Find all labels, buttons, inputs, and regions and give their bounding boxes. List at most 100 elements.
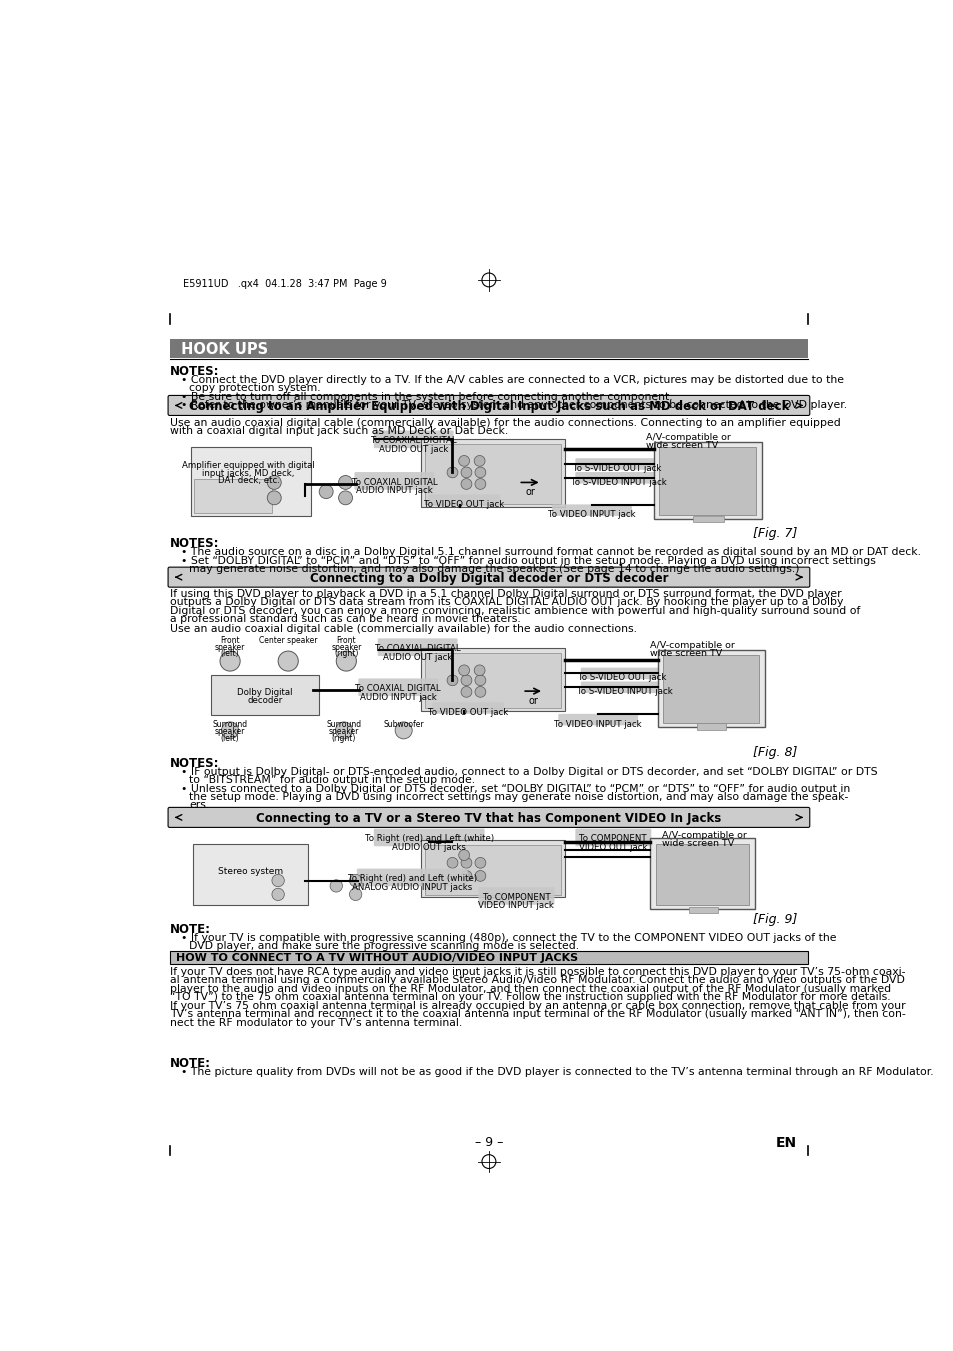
Text: speaker: speaker	[329, 727, 359, 736]
FancyBboxPatch shape	[428, 494, 499, 505]
Text: If your TV’s 75 ohm coaxial antenna terminal is already occupied by an antenna o: If your TV’s 75 ohm coaxial antenna term…	[170, 1001, 904, 1011]
Text: • Be sure to turn off all components in the system before connecting another com: • Be sure to turn off all components in …	[181, 392, 672, 401]
Text: A/V-compatible or: A/V-compatible or	[645, 434, 730, 442]
FancyBboxPatch shape	[356, 869, 467, 886]
FancyBboxPatch shape	[374, 431, 454, 449]
Bar	[654, 442, 761, 519]
Text: Use an audio coaxial digital cable (commercially available) for the audio connec: Use an audio coaxial digital cable (comm…	[170, 624, 636, 634]
Text: • Refer to the owner’s manuals for your TV, stereo system and any other componen: • Refer to the owner’s manuals for your …	[181, 400, 846, 411]
Bar	[425, 444, 560, 504]
Circle shape	[475, 686, 485, 697]
Bar	[194, 478, 272, 513]
Text: Front: Front	[336, 636, 355, 646]
Text: “TO TV”) to the 75 ohm coaxial antenna terminal on your TV. Follow the instructi: “TO TV”) to the 75 ohm coaxial antenna t…	[170, 992, 889, 1002]
Text: To S-VIDEO OUT jack: To S-VIDEO OUT jack	[578, 673, 666, 682]
Text: NOTE:: NOTE:	[170, 923, 211, 936]
Bar	[658, 650, 764, 727]
Text: Use an audio coaxial digital cable (commercially available) for the audio connec: Use an audio coaxial digital cable (comm…	[170, 417, 840, 428]
Text: NOTE:: NOTE:	[170, 1056, 211, 1070]
FancyBboxPatch shape	[558, 713, 638, 725]
Text: Center speaker: Center speaker	[258, 636, 317, 646]
Circle shape	[330, 880, 342, 892]
Text: wide screen TV: wide screen TV	[645, 440, 718, 450]
Bar	[170, 339, 807, 358]
Text: player to the audio and video inputs on the RF Modulator, and then connect the c: player to the audio and video inputs on …	[170, 984, 890, 994]
Text: • Connect the DVD player directly to a TV. If the A/V cables are connected to a : • Connect the DVD player directly to a T…	[181, 374, 843, 385]
Text: To COAXIAL DIGITAL: To COAXIAL DIGITAL	[355, 684, 440, 693]
Text: [Fig. 8]: [Fig. 8]	[752, 746, 797, 759]
Circle shape	[475, 478, 485, 489]
FancyBboxPatch shape	[575, 828, 651, 846]
Text: Subwoofer: Subwoofer	[383, 720, 423, 730]
FancyBboxPatch shape	[377, 639, 457, 657]
Text: VIDEO INPUT jack: VIDEO INPUT jack	[478, 901, 554, 911]
Text: • The picture quality from DVDs will not be as good if the DVD player is connect: • The picture quality from DVDs will not…	[181, 1067, 933, 1077]
FancyBboxPatch shape	[168, 396, 809, 416]
Text: NOTES:: NOTES:	[170, 538, 219, 550]
Text: To S-VIDEO INPUT jack: To S-VIDEO INPUT jack	[571, 478, 666, 486]
Text: To COMPONENT: To COMPONENT	[578, 835, 646, 843]
Bar	[659, 447, 756, 515]
Text: To COAXIAL DIGITAL: To COAXIAL DIGITAL	[375, 644, 460, 653]
Text: • Set “DOLBY DIGITAL” to “PCM” and “DTS” to “OFF” for audio output in the setup : • Set “DOLBY DIGITAL” to “PCM” and “DTS”…	[181, 555, 875, 566]
Text: If your TV does not have RCA type audio and video input jacks it is still possib: If your TV does not have RCA type audio …	[170, 967, 904, 977]
Text: HOOK UPS: HOOK UPS	[175, 342, 268, 357]
Bar	[421, 648, 564, 711]
Text: Surround: Surround	[326, 720, 361, 730]
Text: nect the RF modulator to your TV’s antenna terminal.: nect the RF modulator to your TV’s anten…	[170, 1017, 461, 1028]
Bar	[655, 843, 748, 905]
Text: Connecting to a Dolby Digital decoder or DTS decoder: Connecting to a Dolby Digital decoder or…	[310, 571, 667, 585]
Circle shape	[267, 490, 281, 505]
Circle shape	[460, 858, 472, 869]
Circle shape	[272, 874, 284, 886]
Text: AUDIO INPUT jack: AUDIO INPUT jack	[359, 693, 436, 701]
Circle shape	[475, 858, 485, 869]
Text: (right): (right)	[332, 734, 355, 743]
Circle shape	[447, 858, 457, 869]
Bar	[211, 676, 319, 715]
Text: speaker: speaker	[214, 727, 245, 736]
Circle shape	[460, 676, 472, 686]
Text: or: or	[528, 696, 538, 705]
Text: NOTES:: NOTES:	[170, 365, 219, 378]
Circle shape	[447, 467, 457, 478]
Circle shape	[319, 485, 333, 499]
Circle shape	[475, 870, 485, 881]
Bar	[170, 951, 807, 963]
Text: wide screen TV: wide screen TV	[661, 839, 733, 848]
Circle shape	[335, 721, 353, 739]
Circle shape	[447, 676, 457, 686]
Text: To S-VIDEO INPUT jack: To S-VIDEO INPUT jack	[576, 688, 672, 696]
Circle shape	[460, 478, 472, 489]
FancyBboxPatch shape	[552, 504, 631, 516]
Circle shape	[458, 455, 469, 466]
Text: To COAXIAL DIGITAL: To COAXIAL DIGITAL	[371, 436, 456, 446]
Text: [Fig. 7]: [Fig. 7]	[752, 527, 797, 540]
Bar	[688, 907, 718, 913]
Text: with a coaxial digital input jack such as MD Deck or Dat Deck.: with a coaxial digital input jack such a…	[170, 426, 507, 436]
Text: ANALOG AUDIO INPUT jacks: ANALOG AUDIO INPUT jacks	[352, 882, 472, 892]
Text: To Right (red) and Left (white): To Right (red) and Left (white)	[347, 874, 476, 884]
Text: DAT deck, etc.: DAT deck, etc.	[217, 477, 279, 485]
Bar	[421, 439, 564, 507]
Bar	[425, 846, 560, 896]
Text: speaker: speaker	[214, 643, 245, 651]
Text: A/V-compatible or: A/V-compatible or	[649, 642, 734, 650]
FancyBboxPatch shape	[432, 703, 503, 713]
Text: AUDIO OUT jack: AUDIO OUT jack	[378, 444, 448, 454]
Text: To VIDEO INPUT jack: To VIDEO INPUT jack	[554, 720, 641, 728]
Text: or: or	[524, 488, 535, 497]
Text: Dolby Digital: Dolby Digital	[237, 688, 293, 697]
FancyBboxPatch shape	[355, 471, 434, 490]
Text: To Right (red) and Left (white): To Right (red) and Left (white)	[364, 835, 494, 843]
Text: Connecting to a TV or a Stereo TV that has Component VIDEO In Jacks: Connecting to a TV or a Stereo TV that h…	[256, 812, 720, 825]
Text: wide screen TV: wide screen TV	[649, 648, 721, 658]
Circle shape	[475, 676, 485, 686]
Bar	[649, 838, 754, 909]
Text: Stereo system: Stereo system	[217, 867, 282, 875]
Text: [Fig. 9]: [Fig. 9]	[752, 913, 797, 925]
Circle shape	[475, 467, 485, 478]
Bar	[425, 653, 560, 708]
FancyBboxPatch shape	[580, 681, 668, 693]
Circle shape	[474, 665, 484, 676]
